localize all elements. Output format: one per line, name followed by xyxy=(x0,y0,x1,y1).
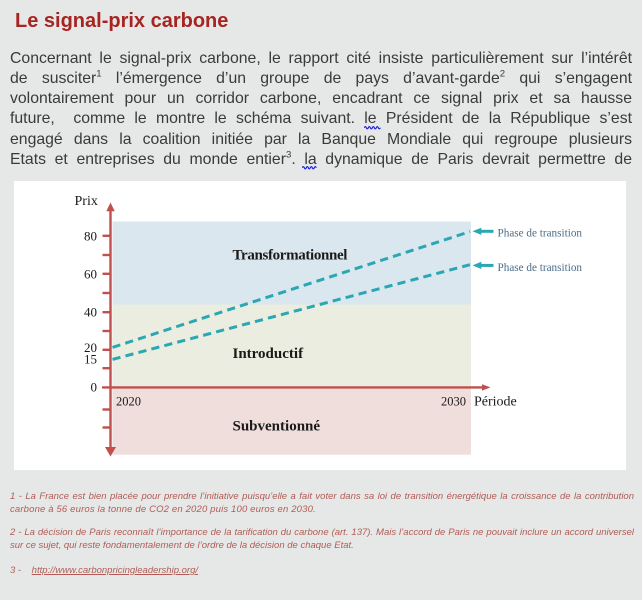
svg-text:2030: 2030 xyxy=(441,395,466,409)
svg-text:Phase de transition: Phase de transition xyxy=(498,262,583,274)
svg-text:Transformationnel: Transformationnel xyxy=(233,248,348,264)
svg-text:Prix: Prix xyxy=(75,194,98,209)
svg-text:40: 40 xyxy=(84,305,97,320)
svg-text:Subventionné: Subventionné xyxy=(233,419,321,435)
svg-text:Phase de transition: Phase de transition xyxy=(498,228,583,240)
svg-text:60: 60 xyxy=(84,267,97,282)
svg-text:Période: Période xyxy=(474,395,517,410)
svg-text:20: 20 xyxy=(84,340,97,355)
svg-text:2020: 2020 xyxy=(116,395,141,409)
svg-text:Introductif: Introductif xyxy=(233,346,305,362)
svg-text:80: 80 xyxy=(84,228,97,243)
svg-text:0: 0 xyxy=(91,380,98,395)
svg-text:15: 15 xyxy=(84,351,97,366)
